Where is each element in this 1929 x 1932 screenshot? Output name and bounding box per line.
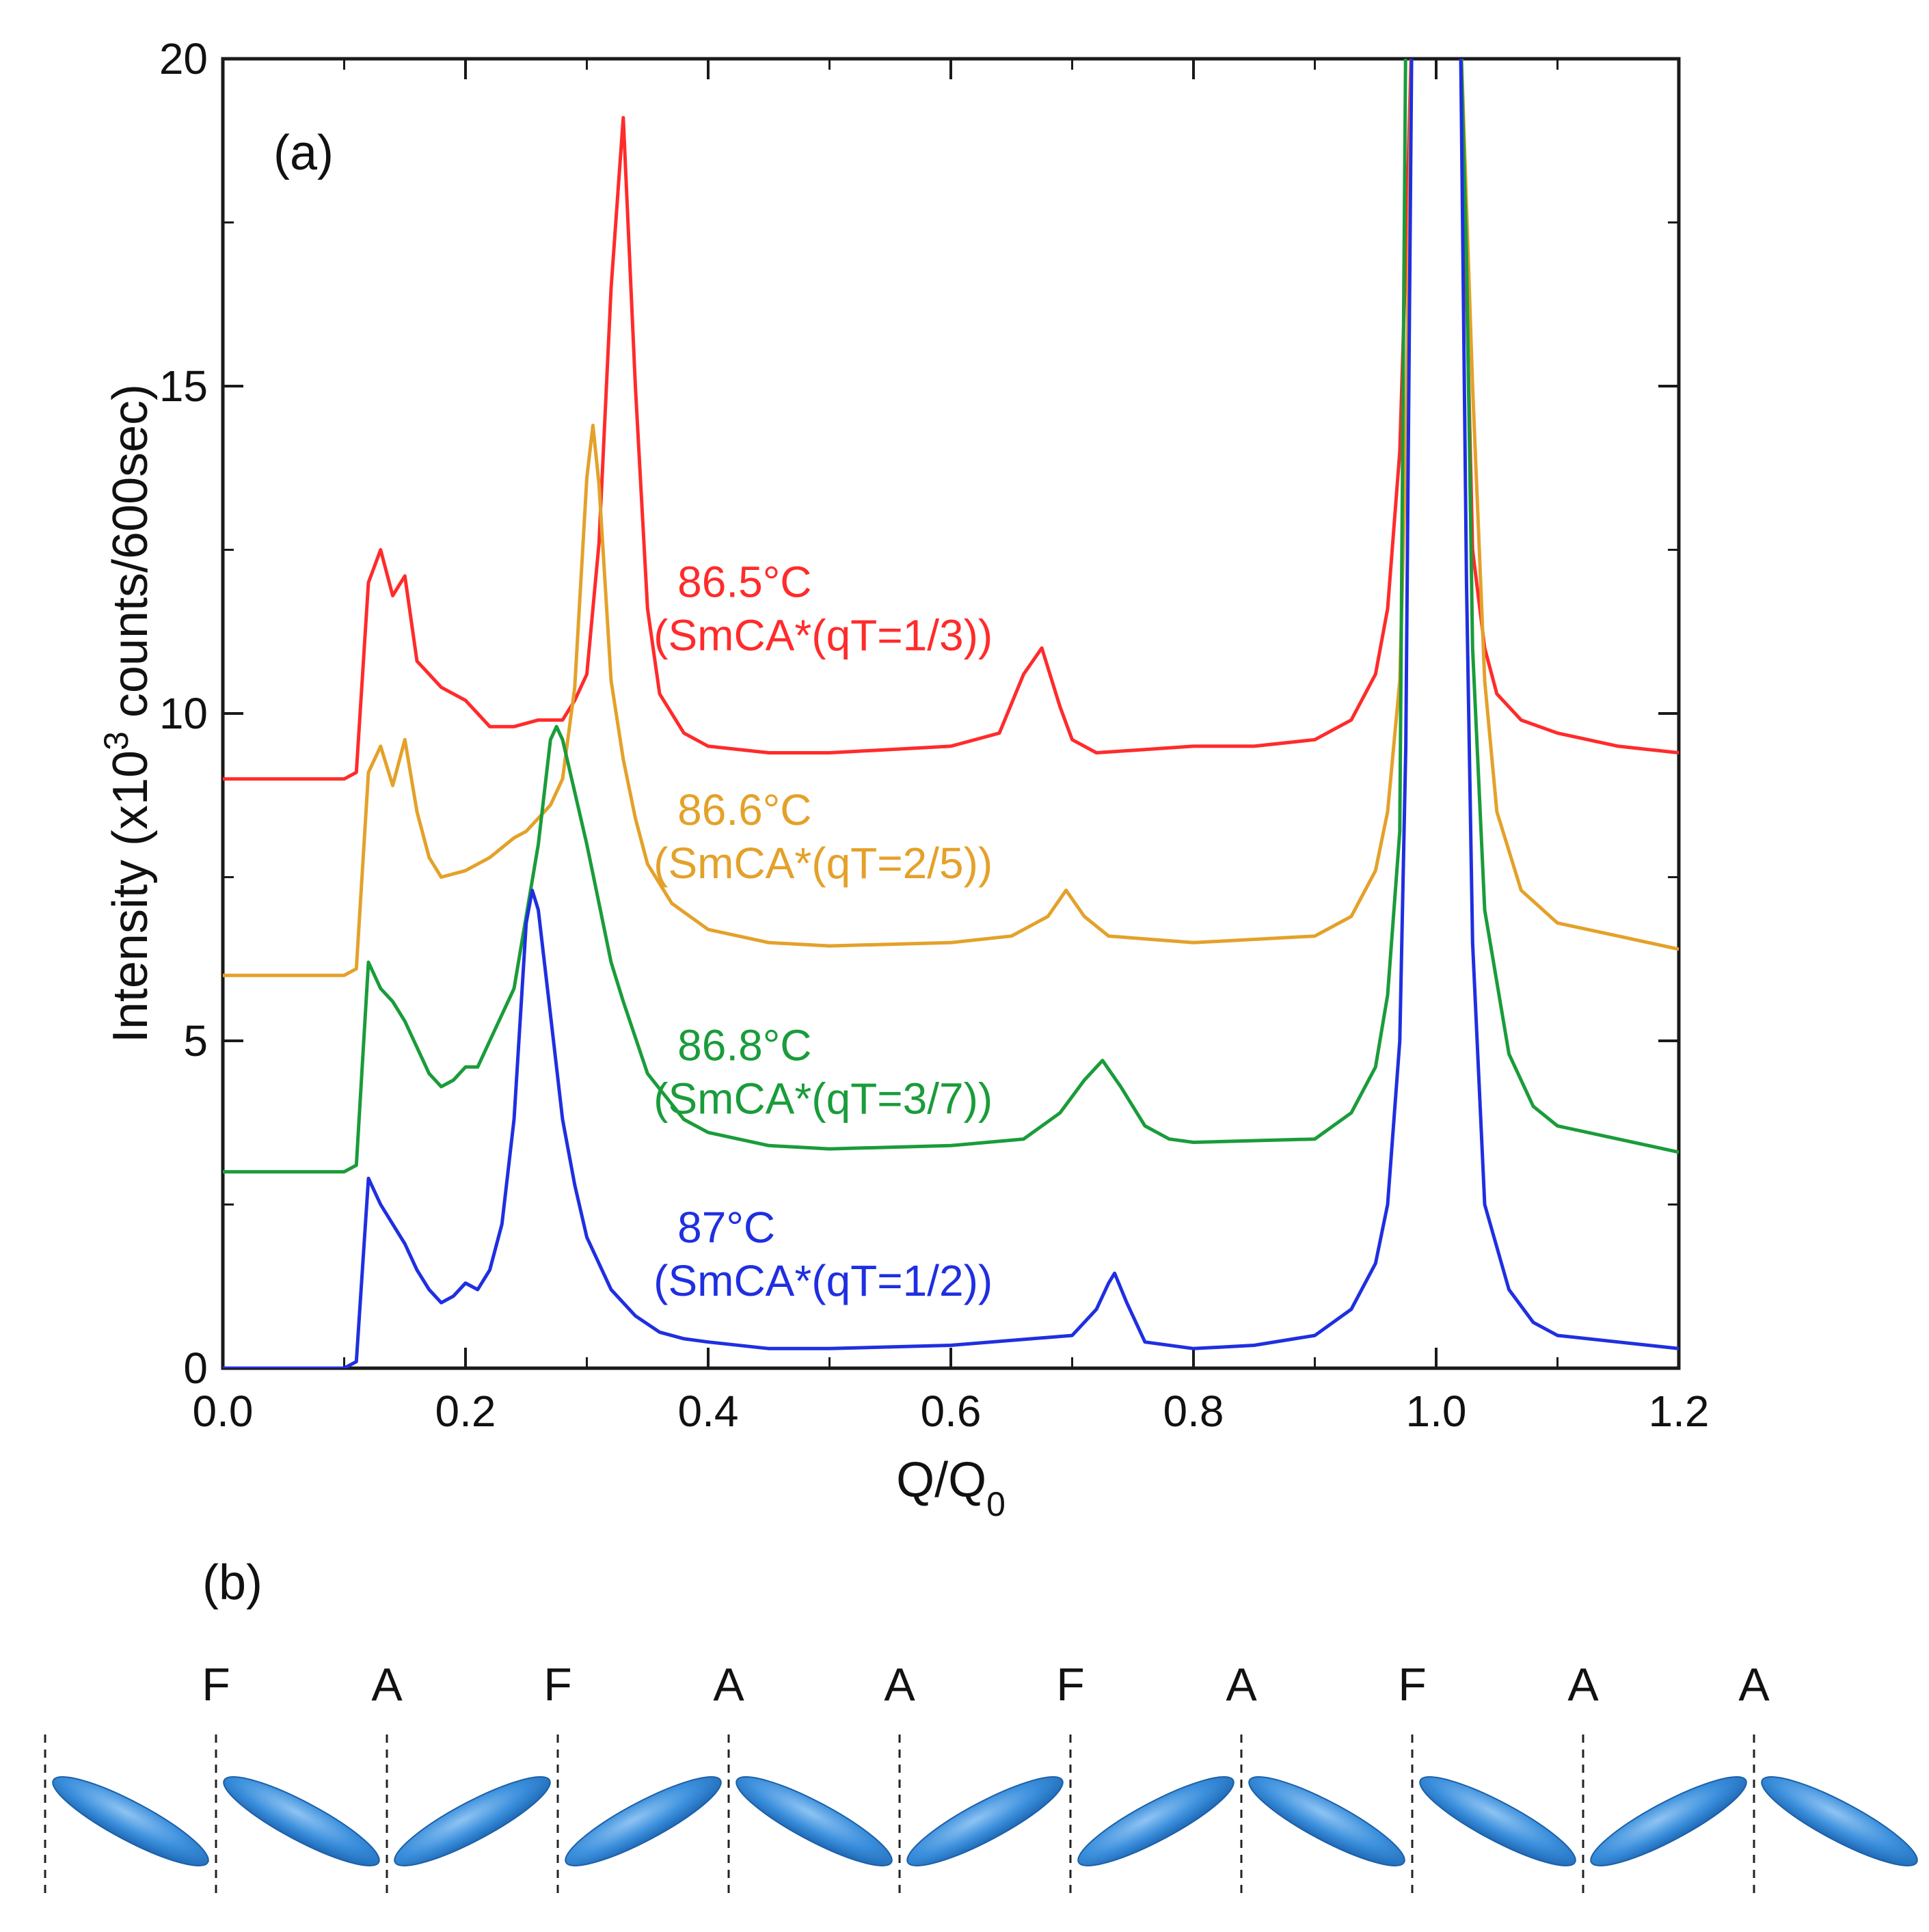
series-label-temperature: 87°C: [677, 1203, 775, 1252]
molecule-ellipse: [1419, 1776, 1576, 1866]
x-tick-label: 0.6: [921, 1387, 982, 1436]
molecule-ellipse: [1590, 1776, 1747, 1866]
axis-ticks: [221, 57, 1680, 1370]
series-line: [223, 59, 1679, 1368]
plot-frame: [221, 57, 1681, 1370]
x-tick-label: 0.0: [193, 1387, 254, 1436]
series-label-temperature: 86.6°C: [677, 785, 811, 834]
x-tick-label: 1.2: [1649, 1387, 1710, 1436]
series-label-phase: (SmCA*(qT=1/3)): [653, 610, 993, 659]
boundary-letter: A: [371, 1659, 403, 1711]
x-tick-label: 0.8: [1163, 1387, 1224, 1436]
molecule-ellipse: [1248, 1776, 1405, 1866]
molecule-ellipse: [565, 1776, 722, 1866]
y-axis-label: Intensity (x103 counts/600sec): [97, 384, 158, 1043]
molecule-ellipse: [223, 1776, 380, 1866]
molecule-ellipse: [1761, 1776, 1918, 1866]
panel-b: (b) F A F A A F A F A A: [44, 1555, 1918, 1900]
boundary-letter: A: [884, 1659, 915, 1711]
x-tick-label: 0.4: [678, 1387, 739, 1436]
series-label-temperature: 86.5°C: [677, 557, 811, 606]
y-tick-label: 0: [183, 1344, 208, 1393]
series-line: [223, 59, 1679, 781]
y-tick-label: 5: [183, 1016, 208, 1065]
axis-tick-labels: 0.0 0.2 0.4 0.6 0.8 1.0 1.2 0 5 10 15 20: [159, 34, 1710, 1436]
boundary-letter: F: [1398, 1659, 1427, 1711]
x-tick-label: 0.2: [435, 1387, 496, 1436]
boundary-letter: A: [1226, 1659, 1257, 1711]
x-axis-label: Q/Q0: [896, 1453, 1006, 1523]
y-tick-label: 20: [159, 34, 208, 83]
y-tick-label: 10: [159, 689, 208, 738]
y-tick-label: 15: [159, 362, 208, 411]
series-label-phase: (SmCA*(qT=2/5)): [653, 839, 993, 888]
boundary-letter: A: [1567, 1659, 1599, 1711]
boundary-letter: F: [202, 1659, 230, 1711]
series-line: [223, 59, 1679, 977]
boundary-letter: F: [543, 1659, 572, 1711]
molecule-ellipse: [394, 1776, 551, 1866]
molecule-ellipse: [736, 1776, 893, 1866]
panel-b-label: (b): [202, 1555, 262, 1610]
panel-a-label: (a): [273, 126, 334, 180]
series-labels: 86.5°C(SmCA*(qT=1/3)) 86.6°C (SmCA*(qT=2/5…: [653, 557, 993, 1305]
boundary-letter: F: [1056, 1659, 1085, 1711]
molecule-ellipse: [906, 1776, 1064, 1866]
molecule-ellipse: [1077, 1776, 1235, 1866]
series-lines: [223, 59, 1679, 1368]
series-label-phase: (SmCA*(qT=3/7)): [653, 1074, 993, 1124]
x-tick-label: 1.0: [1406, 1387, 1467, 1436]
series-label-phase: (SmCA*(qT=1/2)): [653, 1256, 993, 1305]
boundary-letter: A: [1738, 1659, 1770, 1711]
series-line: [223, 59, 1679, 1174]
series-label-temperature: 86.8°C: [677, 1021, 811, 1070]
boundary-letter: A: [713, 1659, 744, 1711]
molecule-ellipse: [52, 1776, 209, 1866]
